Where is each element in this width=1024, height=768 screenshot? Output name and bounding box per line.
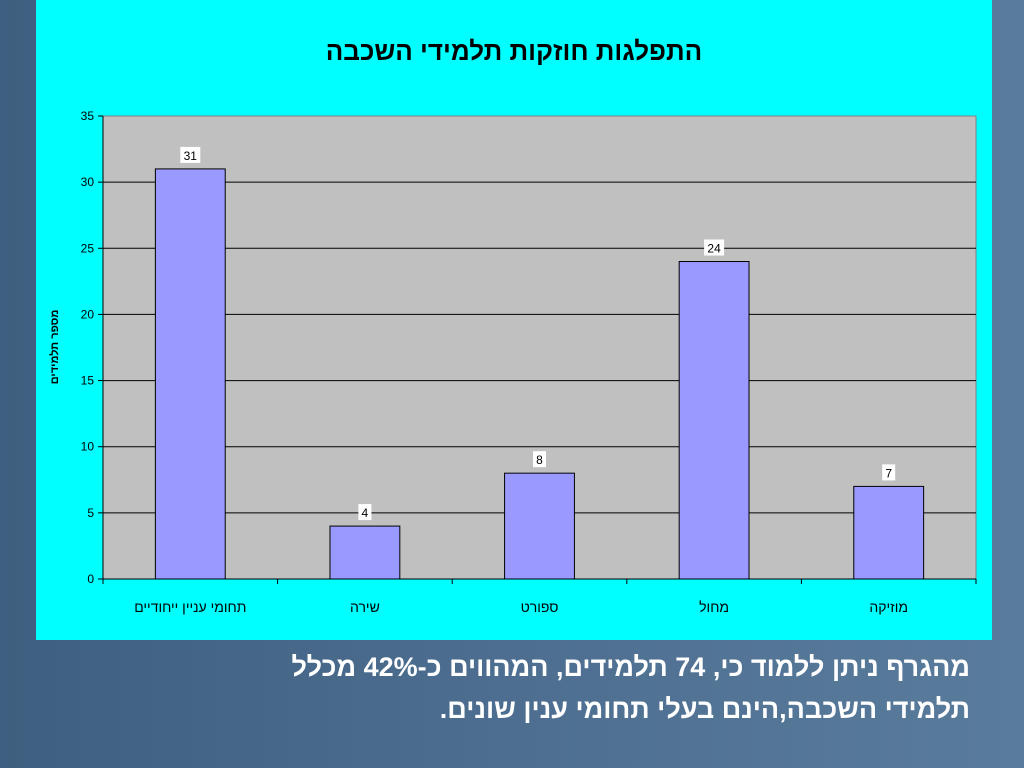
y-tick-label: 15 [81,374,95,388]
bar [504,472,575,580]
bar-chart: התפלגות חוזקות תלמידי השכבה 31 4 8 24 7 0 5 10… [48,36,977,615]
y-tick-label: 30 [81,175,95,189]
bars: 31 4 8 24 7 [154,146,925,580]
gridlines [103,181,976,514]
y-axis-label: מספר תלמידים [48,310,61,385]
y-tick-label: 25 [81,241,95,255]
data-label-box [882,464,896,481]
y-tick-label: 5 [87,506,94,520]
caption-line-2: תלמידי השכבה,הינם בעלי תחומי ענין שונים. [439,694,970,724]
chart-title: התפלגות חוזקות תלמידי השכבה [326,36,703,66]
chart-panel: התפלגות חוזקות תלמידי השכבה 31 4 8 24 7 0 5 10… [36,0,992,640]
category-label: שירה [350,599,380,615]
data-label: 8 [536,453,543,467]
bar [154,168,226,580]
y-tick-label: 35 [81,109,95,123]
bar [329,525,401,580]
data-label-box [533,451,546,468]
axes: 0 5 10 15 20 25 30 35 תחומי עניין ייחודיים שירה ספ… [81,109,977,615]
category-label: ספורט [521,599,559,615]
data-label: 7 [885,466,892,480]
data-label: 24 [707,242,721,256]
caption-line-1: מהגרף ניתן ללמוד כי, 74 תלמידים, המהווים… [291,652,970,682]
data-label-box [704,239,725,256]
data-label-box [358,504,372,521]
category-label: תחומי עניין ייחודיים [134,599,246,615]
y-tick-label: 10 [81,440,95,454]
category-label: מחול [699,599,729,615]
y-tick-label: 0 [87,572,94,586]
data-label: 31 [184,149,198,163]
bar [678,261,750,580]
data-label-box [180,146,201,163]
bar [853,485,925,580]
data-label: 4 [362,506,369,520]
category-label: מוזיקה [869,599,908,615]
y-tick-label: 20 [81,307,95,321]
caption-text: מהגרף ניתן ללמוד כי, 74 תלמידים, המהווים… [40,646,970,730]
